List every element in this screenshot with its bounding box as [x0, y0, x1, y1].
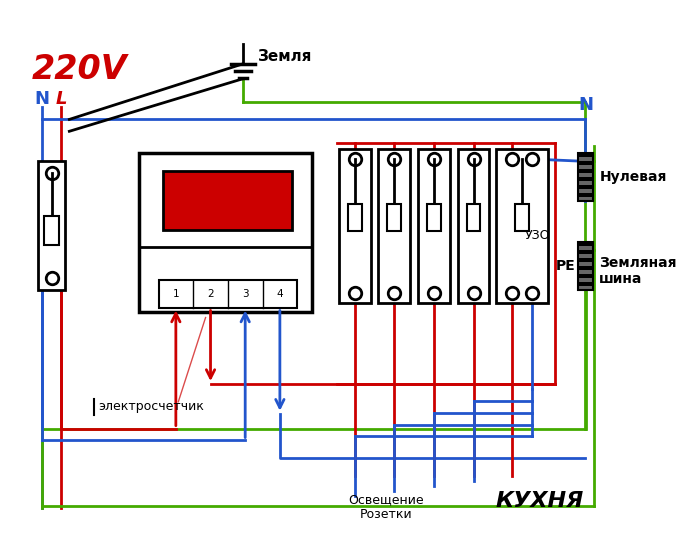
Bar [418, 149, 450, 303]
Text: Освещение
Розетки: Освещение Розетки [349, 493, 424, 521]
Bar [348, 203, 361, 231]
Text: Земляная
шина: Земляная шина [599, 256, 677, 286]
Bar [578, 153, 594, 157]
Bar [578, 157, 594, 161]
Text: L: L [56, 90, 67, 108]
Text: электросчетчик: электросчетчик [98, 400, 204, 413]
Bar [578, 173, 594, 177]
Bar [496, 149, 548, 303]
Bar [578, 254, 594, 258]
Bar [578, 274, 594, 278]
Bar [139, 153, 312, 312]
Bar [578, 242, 594, 290]
Bar [578, 181, 594, 185]
Bar [578, 286, 594, 290]
Bar [578, 193, 594, 197]
Bar [339, 149, 370, 303]
Bar [38, 161, 65, 290]
Bar [578, 270, 594, 274]
Bar [578, 266, 594, 270]
Bar [163, 171, 293, 230]
Text: 1: 1 [172, 289, 179, 299]
Text: Нулевая: Нулевая [599, 170, 667, 184]
Text: УЗО: УЗО [525, 229, 550, 242]
Bar [578, 189, 594, 193]
Bar [578, 169, 594, 173]
Text: PE: PE [556, 259, 575, 273]
Bar [578, 153, 594, 201]
Bar [578, 185, 594, 189]
Bar [578, 250, 594, 254]
Bar [578, 258, 594, 262]
Text: N: N [34, 90, 49, 108]
Bar [427, 203, 441, 231]
Text: N: N [578, 96, 593, 114]
Text: 2: 2 [207, 289, 214, 299]
Bar [578, 165, 594, 169]
Bar [578, 242, 594, 246]
Bar [387, 203, 401, 231]
Bar [515, 203, 529, 231]
Bar [578, 197, 594, 201]
Bar [578, 161, 594, 165]
Bar [466, 203, 480, 231]
Bar [578, 246, 594, 250]
Bar [578, 262, 594, 266]
Bar [578, 278, 594, 282]
Bar [578, 282, 594, 286]
Bar [578, 177, 594, 181]
Bar [458, 149, 489, 303]
Text: 3: 3 [242, 289, 249, 299]
Text: 4: 4 [277, 289, 283, 299]
Bar [158, 280, 297, 308]
Text: КУХНЯ: КУХНЯ [496, 491, 584, 511]
Text: 220V: 220V [32, 53, 127, 87]
Bar [44, 216, 60, 245]
Bar [379, 149, 410, 303]
Text: Земля: Земля [258, 49, 312, 65]
